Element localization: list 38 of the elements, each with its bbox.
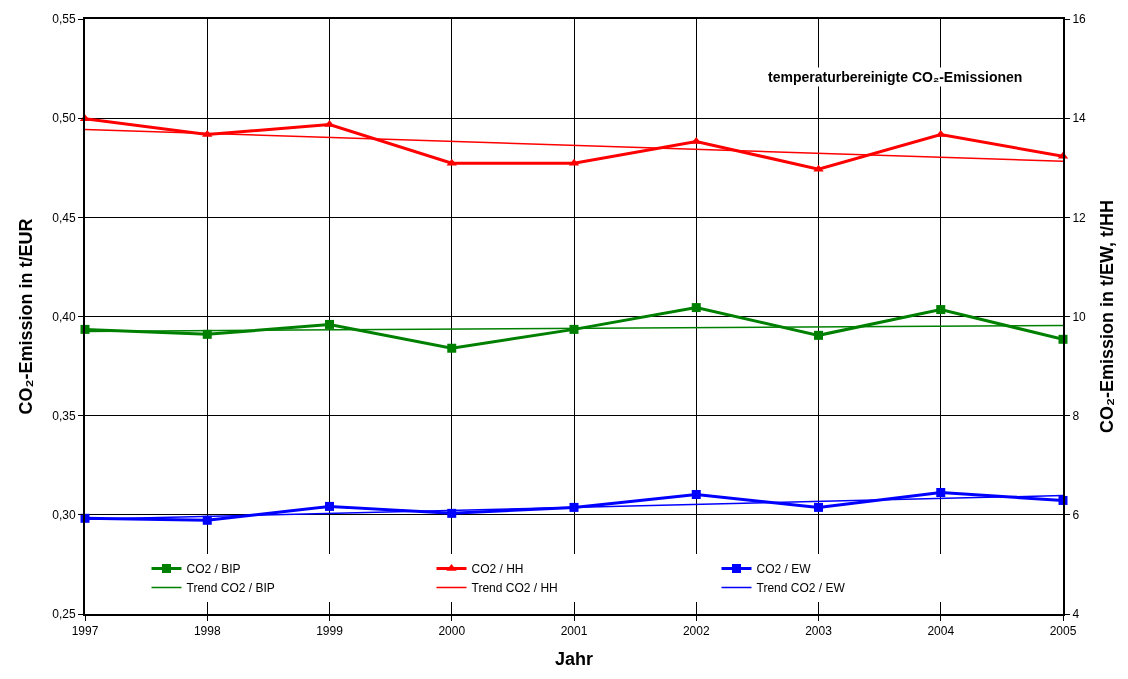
legend-label: CO2 / HH (471, 562, 524, 577)
legend-label: Trend CO2 / EW (756, 581, 846, 596)
legend-label: CO2 / BIP (186, 562, 241, 577)
point (814, 502, 823, 512)
x-tick-label: 1997 (71, 624, 99, 639)
point (936, 488, 946, 498)
x-tick-label: 2003 (805, 624, 833, 639)
x-tick-label: 2001 (560, 624, 588, 639)
y2-tick-label: 14 (1072, 111, 1087, 126)
y-tick-label: 0,45 (52, 210, 76, 225)
y2-axis-title: CO₂-Emission in t/EW, t/HH (1096, 199, 1117, 434)
x-tick-label: 2005 (1049, 624, 1077, 639)
point (325, 501, 334, 511)
y2-tick-label: 4 (1072, 607, 1080, 622)
point (691, 490, 701, 499)
x-tick-label: 2000 (438, 624, 466, 639)
x-tick-label: 2002 (682, 624, 710, 639)
y-axis-title: CO₂-Emission in t/EUR (15, 218, 36, 415)
y2-tick-label: 6 (1072, 508, 1080, 523)
y-tick-label: 0,40 (52, 309, 76, 324)
y-tick-label: 0,30 (52, 508, 76, 523)
x-axis-title: Jahr (554, 649, 594, 669)
legend-label: Trend CO2 / HH (471, 581, 558, 596)
y-tick-label: 0,35 (52, 408, 76, 423)
y2-tick-label: 8 (1072, 408, 1080, 423)
y2-tick-label: 10 (1072, 309, 1087, 324)
x-tick-label: 2004 (927, 624, 955, 639)
y-tick-label: 0,25 (52, 607, 76, 622)
annotation: temperaturbereinigte CO₂-Emissionen (768, 69, 1023, 85)
y-tick-label: 0,50 (52, 111, 76, 126)
y2-tick-label: 16 (1072, 12, 1087, 27)
y-tick-label: 0,55 (52, 12, 76, 27)
x-tick-label: 1999 (316, 624, 344, 639)
point (446, 158, 457, 166)
y2-tick-label: 12 (1072, 210, 1087, 225)
legend-label: Trend CO2 / BIP (186, 581, 275, 596)
legend-label: CO2 / EW (756, 562, 812, 577)
x-tick-label: 1998 (193, 624, 221, 639)
